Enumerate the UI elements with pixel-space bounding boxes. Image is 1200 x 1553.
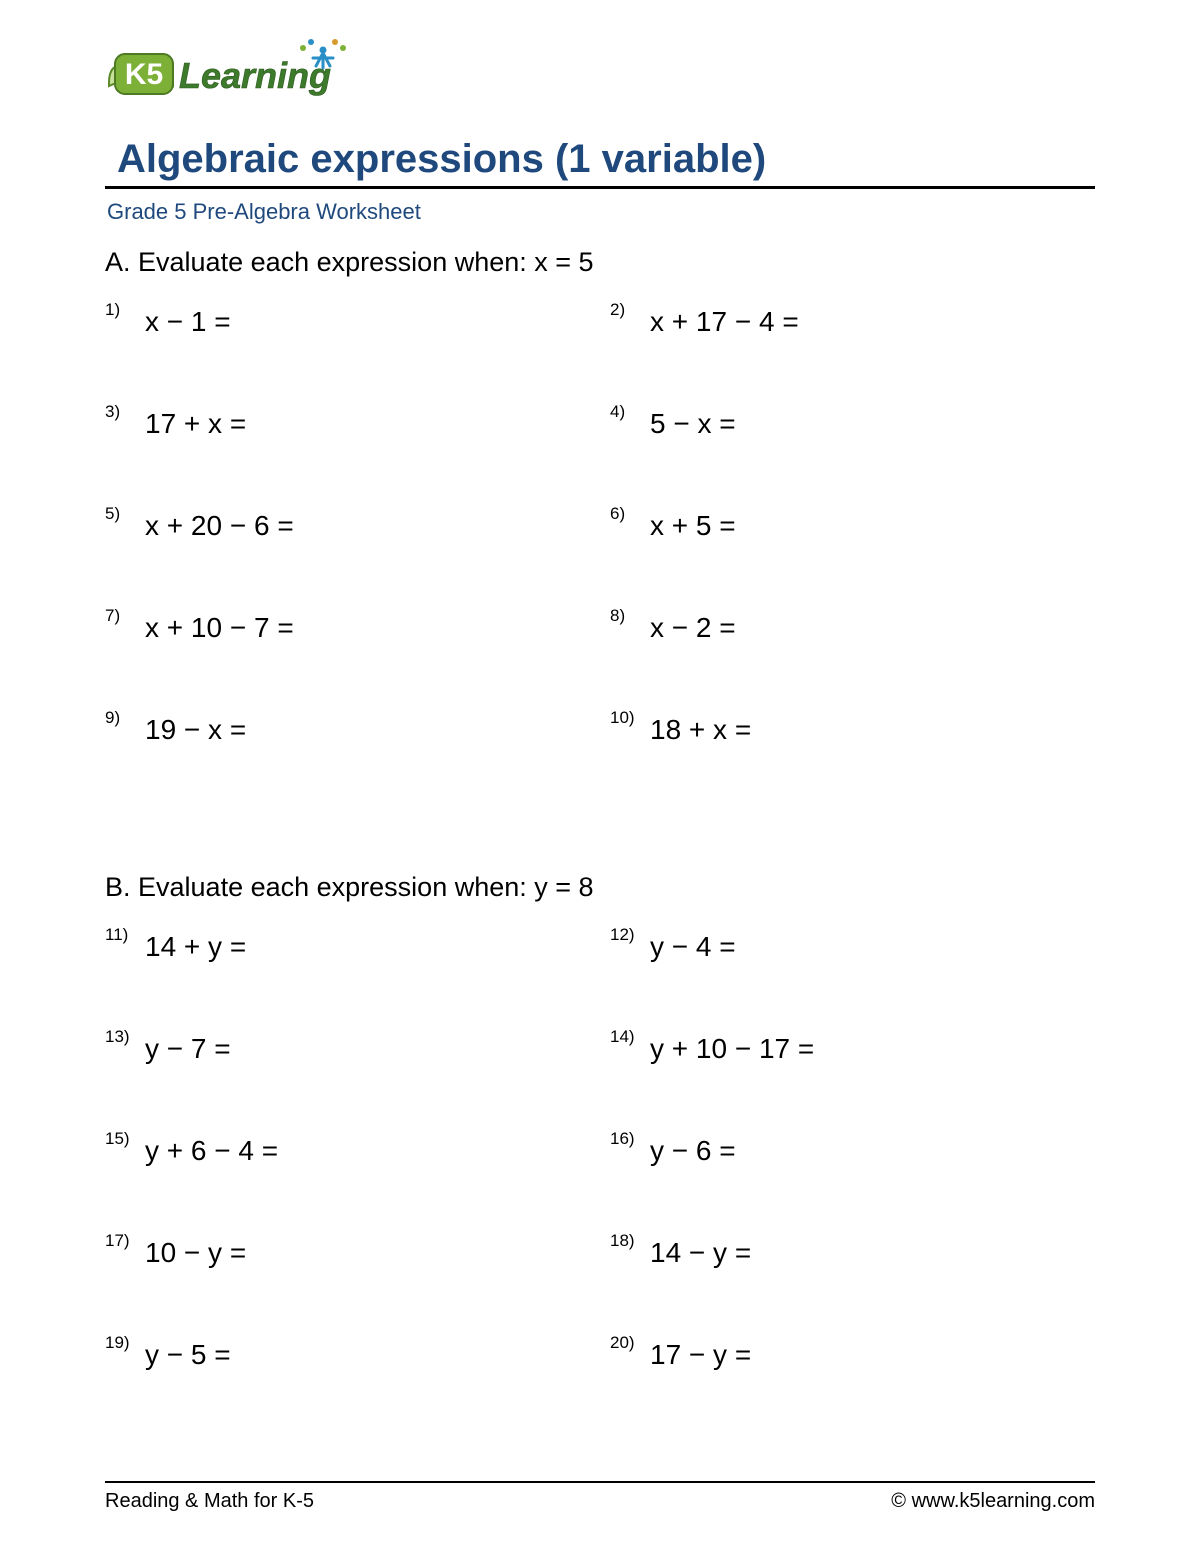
problem-expression: y − 6 = <box>650 1129 736 1167</box>
problem-expression: y + 10 − 17 = <box>650 1027 814 1065</box>
problem-number: 9) <box>105 708 145 728</box>
footer-left: Reading & Math for K-5 <box>105 1490 314 1513</box>
problem: 15)y + 6 − 4 = <box>105 1129 590 1231</box>
section-b-heading: B. Evaluate each expression when: y = 8 <box>105 872 1095 903</box>
problem: 9)19 − x = <box>105 708 590 810</box>
problem: 19)y − 5 = <box>105 1333 590 1435</box>
problem-number: 13) <box>105 1027 145 1047</box>
problem-number: 10) <box>610 708 650 728</box>
problem-number: 16) <box>610 1129 650 1149</box>
problem-number: 15) <box>105 1129 145 1149</box>
problem-expression: y − 4 = <box>650 925 736 963</box>
problem-expression: x + 5 = <box>650 504 736 542</box>
page-subtitle: Grade 5 Pre-Algebra Worksheet <box>105 199 1095 225</box>
problem-number: 8) <box>610 606 650 626</box>
problem-expression: x + 10 − 7 = <box>145 606 294 644</box>
logo-k5-text: K5 <box>125 58 163 91</box>
problem: 14)y + 10 − 17 = <box>610 1027 1095 1129</box>
problem-number: 2) <box>610 300 650 320</box>
problem-expression: x + 20 − 6 = <box>145 504 294 542</box>
problem-number: 14) <box>610 1027 650 1047</box>
problem-number: 3) <box>105 402 145 422</box>
problem-number: 19) <box>105 1333 145 1353</box>
problem: 20)17 − y = <box>610 1333 1095 1435</box>
section-a-heading: A. Evaluate each expression when: x = 5 <box>105 247 1095 278</box>
footer-rule <box>105 1481 1095 1483</box>
problem-expression: 5 − x = <box>650 402 736 440</box>
problem-expression: 19 − x = <box>145 708 246 746</box>
footer-right: © www.k5learning.com <box>891 1490 1095 1513</box>
problem-expression: 14 − y = <box>650 1231 751 1269</box>
page-footer: Reading & Math for K-5 © www.k5learning.… <box>105 1490 1095 1513</box>
problem: 10)18 + x = <box>610 708 1095 810</box>
problem-number: 20) <box>610 1333 650 1353</box>
problem: 8)x − 2 = <box>610 606 1095 708</box>
title-rule <box>105 186 1095 189</box>
page-title: Algebraic expressions (1 variable) <box>105 137 1095 186</box>
problem-number: 6) <box>610 504 650 524</box>
problem-expression: x − 2 = <box>650 606 736 644</box>
problem-number: 7) <box>105 606 145 626</box>
problem: 11)14 + y = <box>105 925 590 1027</box>
problem: 13)y − 7 = <box>105 1027 590 1129</box>
problem-number: 5) <box>105 504 145 524</box>
problem: 12)y − 4 = <box>610 925 1095 1027</box>
problem-number: 18) <box>610 1231 650 1251</box>
logo-learning-text: Learning <box>179 55 331 96</box>
problem: 1)x − 1 = <box>105 300 590 402</box>
problem-expression: 17 − y = <box>650 1333 751 1371</box>
problem: 5)x + 20 − 6 = <box>105 504 590 606</box>
problem: 3)17 + x = <box>105 402 590 504</box>
problem-expression: 17 + x = <box>145 402 246 440</box>
section-b-problems: 11)14 + y =12)y − 4 =13)y − 7 =14)y + 10… <box>105 925 1095 1435</box>
problem: 18)14 − y = <box>610 1231 1095 1333</box>
problem-expression: 10 − y = <box>145 1231 246 1269</box>
problem-number: 4) <box>610 402 650 422</box>
problem-expression: x + 17 − 4 = <box>650 300 799 338</box>
problem: 6)x + 5 = <box>610 504 1095 606</box>
problem-expression: y − 5 = <box>145 1333 231 1371</box>
k5-learning-logo: K5 Learning <box>105 36 1095 109</box>
problem-number: 17) <box>105 1231 145 1251</box>
problem-expression: y + 6 − 4 = <box>145 1129 278 1167</box>
problem-number: 12) <box>610 925 650 945</box>
problem-expression: x − 1 = <box>145 300 231 338</box>
problem: 7)x + 10 − 7 = <box>105 606 590 708</box>
problem: 17)10 − y = <box>105 1231 590 1333</box>
problem: 16)y − 6 = <box>610 1129 1095 1231</box>
section-a-problems: 1)x − 1 =2)x + 17 − 4 =3)17 + x =4)5 − x… <box>105 300 1095 810</box>
problem: 2)x + 17 − 4 = <box>610 300 1095 402</box>
problem-number: 1) <box>105 300 145 320</box>
problem-expression: 18 + x = <box>650 708 751 746</box>
problem: 4)5 − x = <box>610 402 1095 504</box>
problem-expression: 14 + y = <box>145 925 246 963</box>
problem-number: 11) <box>105 925 145 945</box>
problem-expression: y − 7 = <box>145 1027 231 1065</box>
